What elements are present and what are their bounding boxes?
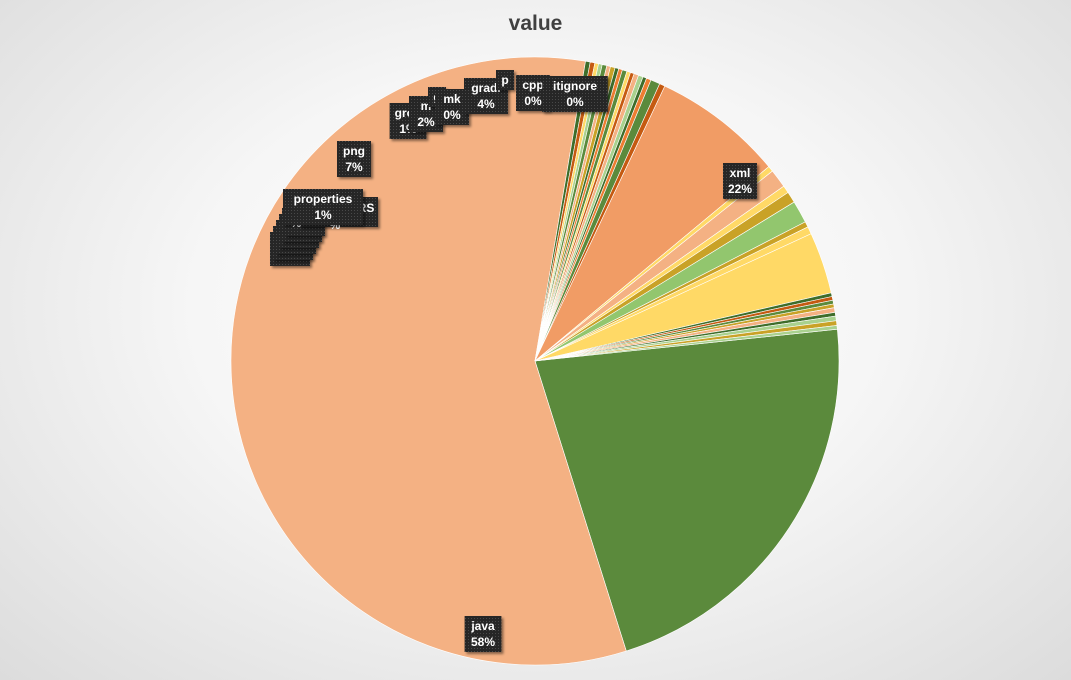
data-label-percent: 4% bbox=[477, 97, 495, 111]
data-label-percent: 0% bbox=[443, 108, 461, 122]
data-label-percent: 1% bbox=[314, 208, 332, 222]
pie-slice-37 bbox=[534, 325, 838, 362]
data-label-p: p bbox=[496, 70, 514, 90]
data-label-category: png bbox=[343, 144, 365, 158]
data-label-percent: 7% bbox=[345, 160, 363, 174]
chart-title: value bbox=[508, 12, 563, 35]
data-label-png: png 7% bbox=[337, 141, 371, 177]
data-label-percent: 22% bbox=[728, 182, 752, 196]
data-label-category: gradl bbox=[471, 81, 500, 95]
data-label-mk: mk 0% bbox=[435, 89, 469, 125]
data-label-properties: properties 1% bbox=[283, 189, 363, 225]
data-label-percent: 0% bbox=[566, 95, 584, 109]
pie-slice-xml bbox=[534, 328, 840, 652]
data-label-category: cpp bbox=[522, 78, 543, 92]
data-label-percent: 58% bbox=[471, 635, 495, 649]
data-label-category: java bbox=[470, 619, 495, 633]
data-label-percent: 0% bbox=[524, 94, 542, 108]
data-label-category: itignore bbox=[553, 79, 597, 93]
data-label-java: java 58% bbox=[464, 616, 502, 652]
data-label-category: xml bbox=[730, 166, 751, 180]
data-label-category: p bbox=[501, 73, 508, 87]
data-label-category: m bbox=[421, 99, 432, 113]
data-label-itignore: itignore 0% bbox=[542, 76, 608, 112]
data-label-xml: xml 22% bbox=[723, 163, 757, 199]
data-label-category: properties bbox=[294, 192, 353, 206]
pie-slice-png bbox=[534, 85, 770, 362]
data-label-category: mk bbox=[443, 92, 461, 106]
data-label-percent: 2% bbox=[417, 115, 435, 129]
